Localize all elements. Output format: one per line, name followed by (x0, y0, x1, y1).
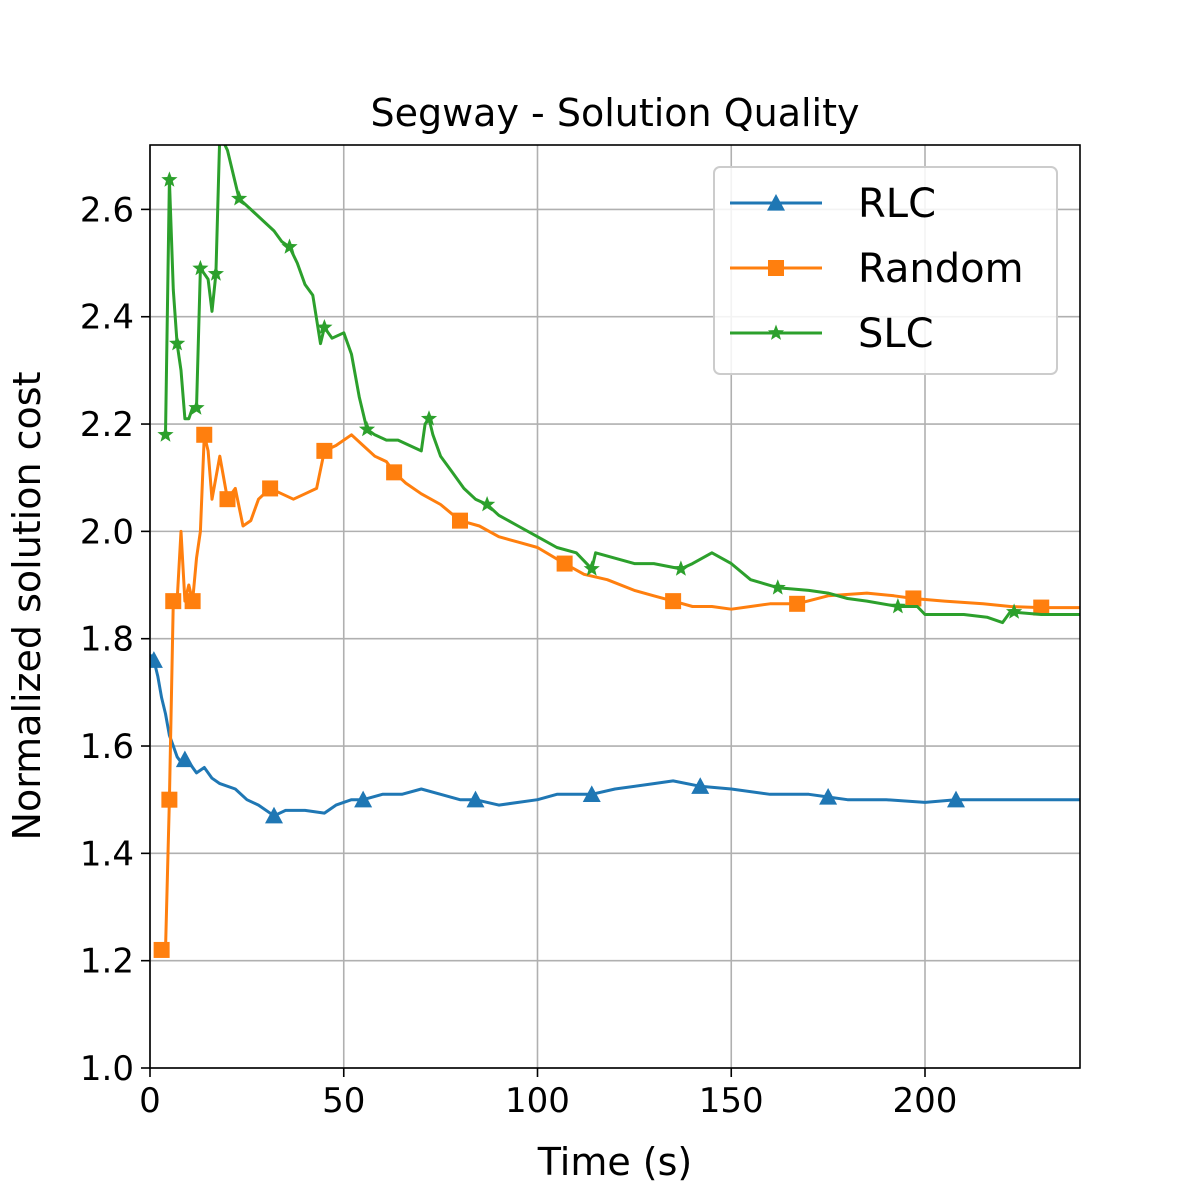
data-point-rlc (691, 777, 710, 794)
data-point-random (184, 593, 201, 610)
data-point-random (452, 512, 468, 529)
data-point-random (789, 595, 806, 612)
legend-label-random: Random (858, 246, 1024, 292)
y-tick-label: 2.0 (80, 512, 134, 552)
x-tick-label: 200 (893, 1081, 958, 1121)
series-line-rlc (150, 653, 1080, 818)
data-point-random (905, 590, 922, 607)
data-point-rlc (947, 790, 965, 808)
data-point-rlc (582, 785, 601, 802)
legend-label-slc: SLC (858, 311, 934, 357)
data-point-slc (889, 598, 906, 614)
y-axis-title: Normalized solution cost (5, 372, 49, 841)
legend-frame (713, 166, 1058, 375)
data-point-rlc (175, 750, 194, 768)
data-point-rlc (265, 806, 283, 824)
data-point-random (196, 426, 213, 443)
series-random (153, 426, 1080, 958)
data-point-slc (583, 560, 600, 576)
series-line-slc (164, 145, 1080, 625)
data-point-rlc (819, 788, 838, 805)
data-point-random (1033, 599, 1050, 616)
series-slc (157, 145, 1080, 625)
y-tick-label: 1.4 (80, 834, 134, 874)
data-point-random (219, 491, 236, 508)
data-point-random (165, 593, 182, 610)
data-point-random (161, 791, 178, 808)
x-tick-label: 150 (699, 1081, 764, 1121)
data-point-slc (188, 399, 205, 415)
x-tick-label: 100 (505, 1081, 570, 1121)
series-layer (150, 145, 1080, 958)
y-tick-label: 2.6 (80, 190, 134, 230)
data-point-slc (420, 410, 438, 426)
y-tick-label: 1.6 (80, 727, 134, 767)
data-point-slc (479, 496, 496, 512)
data-point-slc (316, 319, 333, 335)
data-point-random (386, 464, 403, 481)
data-point-slc (231, 190, 248, 206)
data-point-slc (192, 259, 209, 276)
y-tick-label: 2.2 (80, 405, 134, 445)
legend-marker-rlc (767, 194, 785, 211)
data-point-random (262, 480, 279, 497)
y-axis: 1.0 1.2 1.4 1.6 1.8 2.0 2.2 2.4 2.6 (80, 190, 150, 1089)
series-line-random (161, 433, 1080, 952)
legend-marker-random (768, 260, 784, 276)
y-tick-label: 1.2 (80, 942, 134, 982)
series-rlc (150, 651, 1080, 824)
x-tick-label: 50 (322, 1081, 365, 1121)
data-point-slc (769, 579, 786, 595)
y-tick-label: 1.8 (80, 620, 134, 660)
x-tick-label: 0 (139, 1081, 161, 1121)
data-point-rlc (354, 790, 373, 808)
data-point-random (665, 593, 682, 610)
data-point-random (153, 941, 170, 958)
y-tick-label: 1.0 (80, 1049, 134, 1089)
chart-title: Segway - Solution Quality (370, 91, 859, 135)
legend-label-rlc: RLC (858, 181, 936, 227)
data-point-rlc (150, 651, 163, 668)
data-point-slc (1006, 603, 1023, 619)
plot-frame (149, 144, 1081, 1069)
y-tick-label: 2.4 (80, 298, 134, 338)
data-point-slc (169, 335, 186, 351)
x-axis-title: Time (s) (537, 1140, 693, 1184)
legend-marker-slc (767, 324, 785, 340)
legend: RLC Random SLC (713, 166, 1058, 375)
data-point-rlc (466, 790, 485, 808)
data-point-random (316, 442, 333, 459)
data-point-random (556, 555, 573, 572)
data-point-slc (161, 171, 178, 187)
data-point-slc (207, 265, 224, 281)
data-point-slc (672, 560, 689, 576)
data-point-slc (157, 426, 174, 442)
data-point-slc (358, 420, 376, 437)
data-point-slc (281, 238, 298, 254)
x-axis: 0 50 100 150 200 (139, 1068, 957, 1121)
